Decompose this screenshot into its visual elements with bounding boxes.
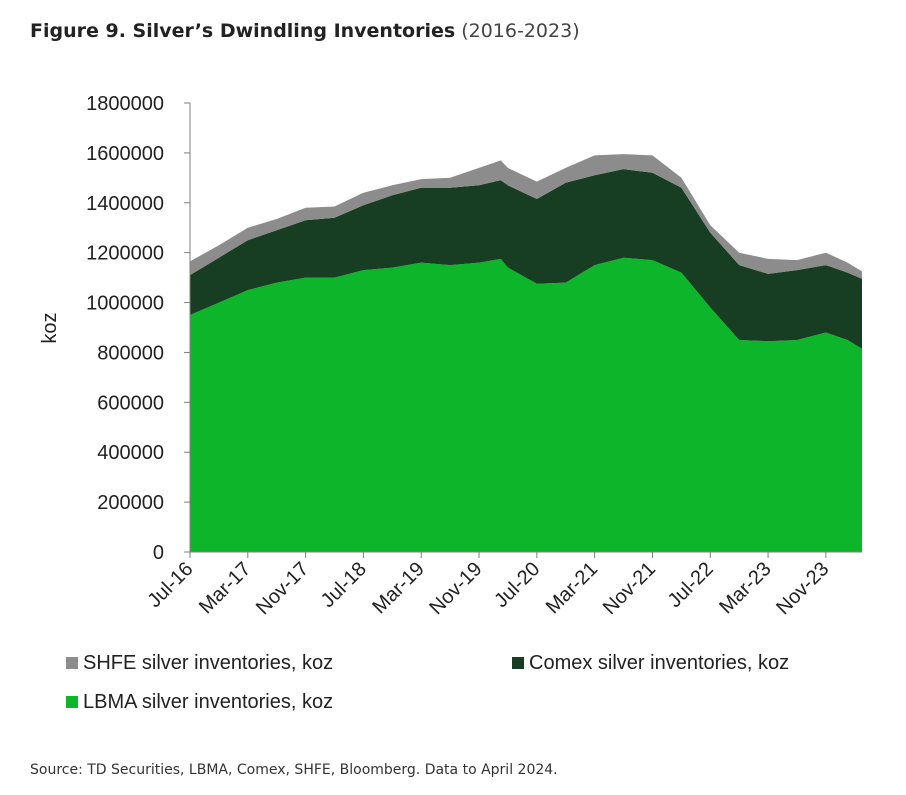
y-tick-label: 1400000 xyxy=(86,193,164,215)
legend-swatch-shfe xyxy=(66,657,78,669)
legend-label-comex: Comex silver inventories, koz xyxy=(529,652,789,674)
x-tick-label: Mar-21 xyxy=(542,558,602,618)
legend-label-lbma: LBMA silver inventories, koz xyxy=(83,691,333,713)
area-lbma xyxy=(190,257,862,552)
x-tick-label: Mar-19 xyxy=(368,558,428,618)
y-tick-label: 800000 xyxy=(97,342,164,364)
x-tick-label: Nov-17 xyxy=(252,558,313,619)
y-tick-label: 1600000 xyxy=(86,143,164,165)
y-tick-label: 0 xyxy=(153,542,164,564)
x-tick-label: Jul-22 xyxy=(664,558,718,612)
y-tick-label: 400000 xyxy=(97,442,164,464)
y-tick-label: 600000 xyxy=(97,392,164,414)
x-tick-label: Mar-17 xyxy=(195,558,255,618)
x-tick-label: Nov-21 xyxy=(599,558,660,619)
x-tick-label: Jul-20 xyxy=(490,558,544,612)
x-tick-label: Nov-23 xyxy=(772,558,833,619)
y-tick-label: 1800000 xyxy=(86,93,164,115)
chart-title-main: Figure 9. Silver’s Dwindling Inventories xyxy=(30,20,456,42)
area-shfe xyxy=(190,154,862,279)
y-tick-label: 1000000 xyxy=(86,293,164,315)
x-tick-label: Mar-23 xyxy=(715,558,775,618)
legend-swatch-comex xyxy=(512,657,524,669)
legend-swatch-lbma xyxy=(66,696,78,708)
stacked-area-chart: 0 200000 400000 600000 800000 1000000 1200000 1… xyxy=(39,93,862,713)
chart-title-sub: (2016-2023) xyxy=(461,20,580,42)
x-tick-label: Jul-18 xyxy=(317,558,371,612)
source-note: Source: TD Securities, LBMA, Comex, SHFE… xyxy=(30,762,558,778)
chart-title: Figure 9. Silver’s Dwindling Inventories… xyxy=(30,20,580,42)
area-comex xyxy=(190,169,862,349)
y-tick-label: 200000 xyxy=(97,492,164,514)
x-tick-label: Jul-16 xyxy=(143,558,197,612)
x-tick-label: Nov-19 xyxy=(425,558,486,619)
legend-label-shfe: SHFE silver inventories, koz xyxy=(83,652,333,674)
y-tick-label: 1200000 xyxy=(86,243,164,265)
y-axis-label: koz xyxy=(39,312,61,343)
